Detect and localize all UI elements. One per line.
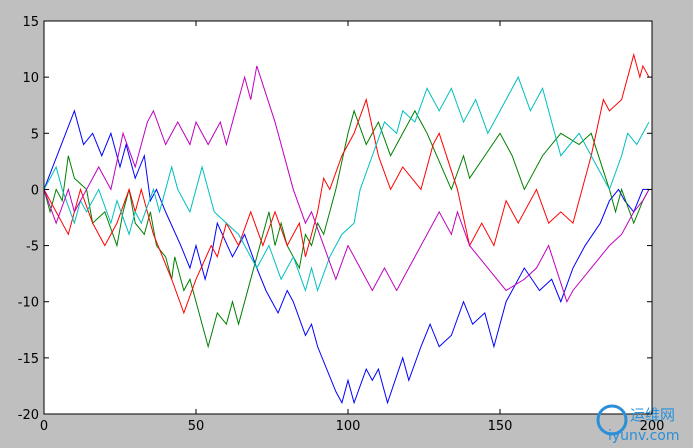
y-tick-label: 0 <box>31 183 39 198</box>
series-line <box>43 65 650 303</box>
x-tick-label: 100 <box>336 419 361 434</box>
lines <box>43 52 650 405</box>
plot-area <box>44 21 652 414</box>
y-tick-label: 15 <box>22 15 39 30</box>
y-tick-label: -10 <box>18 296 39 311</box>
watermark-logo <box>596 404 628 436</box>
x-tick-label: 0 <box>40 419 48 434</box>
y-tick-label: -15 <box>18 352 39 367</box>
x-tick-label: 200 <box>640 419 665 434</box>
x-tick-label: 50 <box>188 419 205 434</box>
y-tick-label: 5 <box>31 127 39 142</box>
watermark-name: 运维网 <box>630 406 675 424</box>
series-line <box>43 52 650 315</box>
y-tick-label: -20 <box>18 408 39 423</box>
watermark-url: iyunv.com <box>608 428 679 444</box>
x-tick-label: 150 <box>488 419 513 434</box>
series-line <box>43 109 649 405</box>
watermark: 运维网 iyunv.com <box>596 404 679 444</box>
y-tick-label: 10 <box>22 71 39 86</box>
series-line <box>43 75 650 293</box>
y-tick-label: -5 <box>26 240 39 255</box>
